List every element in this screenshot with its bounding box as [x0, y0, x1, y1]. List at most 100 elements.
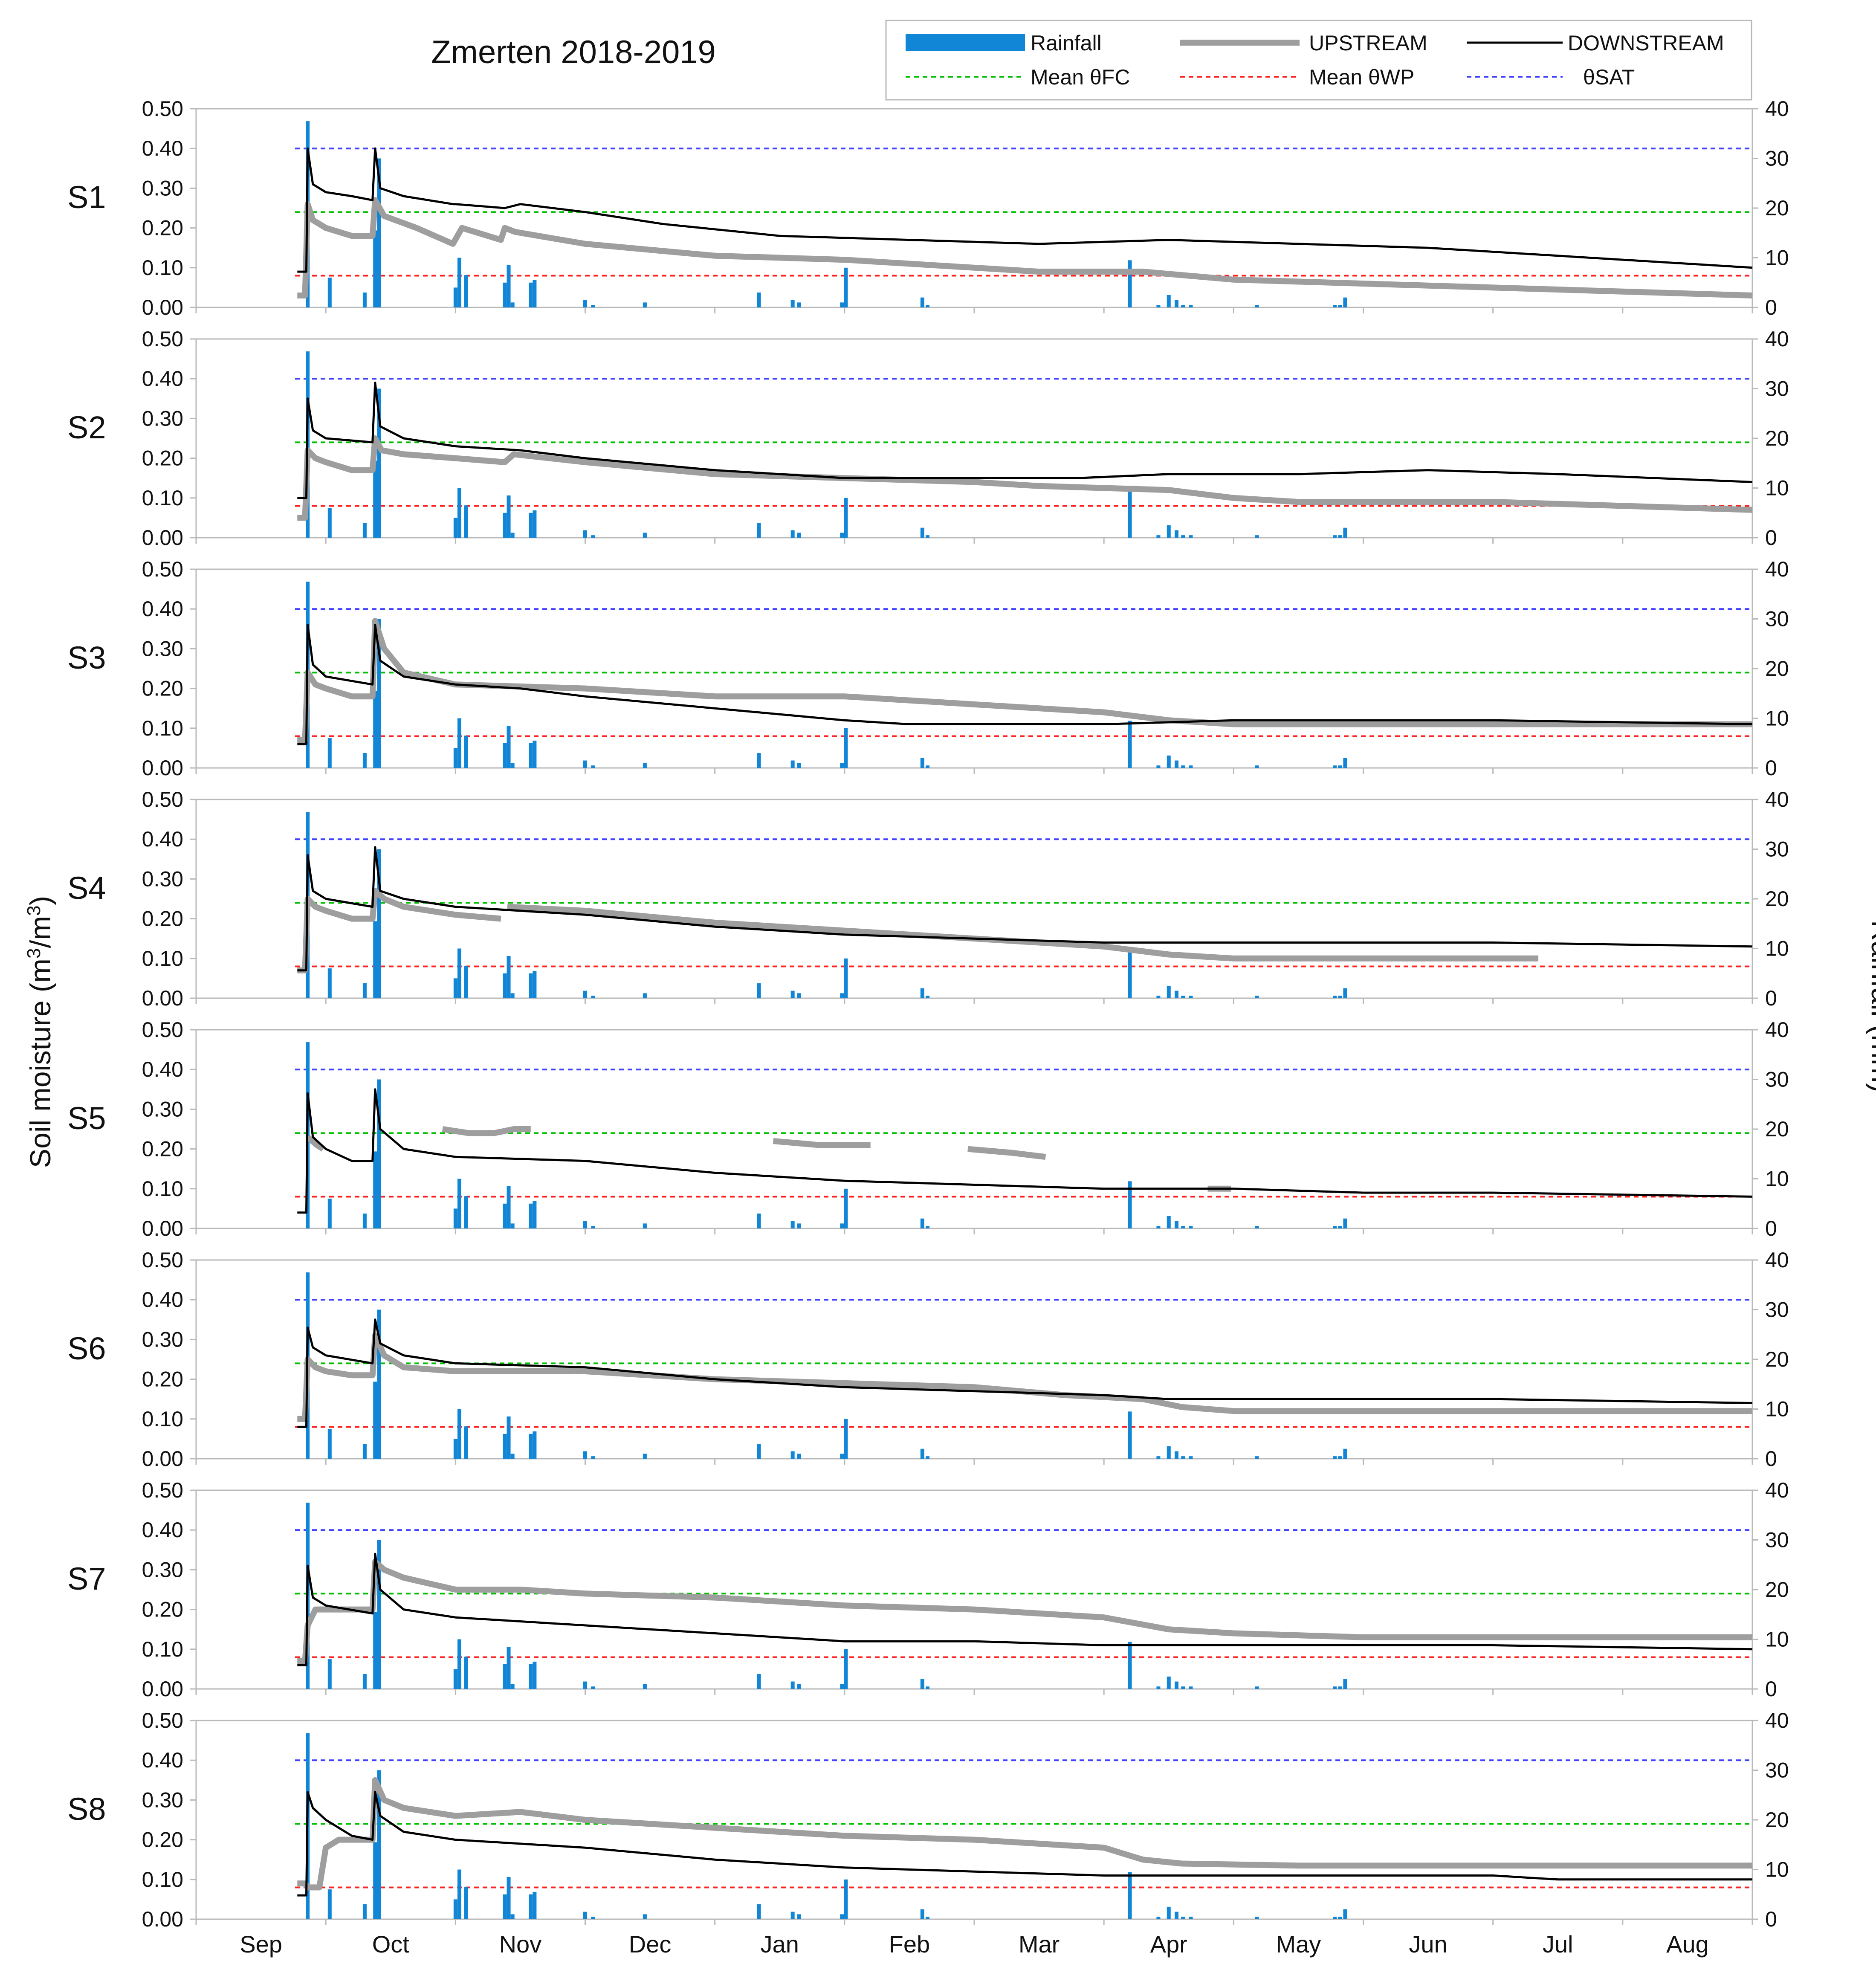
y-tick-label: 0.50 [142, 1018, 183, 1042]
y-tick-label: 0.50 [142, 97, 183, 121]
rainfall-bar [1189, 1686, 1193, 1689]
rainfall-bar [453, 748, 457, 768]
y-tick-label: 0.50 [142, 788, 183, 811]
rainfall-bar [373, 691, 377, 768]
rainfall-bar [1333, 1917, 1337, 1919]
rainfall-bar [529, 282, 533, 307]
rainfall-bar [362, 983, 367, 998]
rainfall-bar [373, 1842, 377, 1919]
rainfall-bar [503, 1894, 507, 1919]
panel-frame [195, 338, 1753, 539]
rainfall-bar [1181, 305, 1185, 307]
rainfall-bar [529, 513, 533, 538]
rainfall-bar [377, 158, 381, 307]
rainfall-bar [1175, 300, 1178, 307]
rainfall-bar [510, 1454, 515, 1459]
y-axis-label-sup2: 3 [23, 905, 44, 915]
rainfall-bar [1255, 305, 1259, 307]
y2-tick-label: 40 [1765, 1018, 1789, 1042]
y2-tick-label: 20 [1765, 887, 1789, 911]
upstream-line [297, 197, 1753, 298]
upstream-line [967, 1146, 1046, 1160]
rainfall-bar [844, 1188, 848, 1228]
y2-tick-label: 10 [1765, 246, 1789, 270]
y2-tick-label: 20 [1765, 1117, 1789, 1141]
rainfall-bar [529, 743, 533, 768]
y-tick-label: 0.30 [142, 1788, 183, 1812]
rainfall-bar [797, 763, 801, 768]
month-label-oct: Oct [372, 1931, 410, 1958]
rainfall-bar [790, 530, 795, 538]
panel-s7: 0.50 0.40 0.30 0.20 0.10 0.00 40 30 20 10 0 S7 [67, 1478, 1789, 1701]
panel-label-s8: S8 [67, 1791, 106, 1827]
rainfall-bar [840, 1914, 844, 1919]
rainfall-bar [757, 1444, 761, 1459]
y-tick-label: 0.00 [142, 986, 183, 1010]
rainfall-bar [643, 993, 647, 998]
rainfall-bar [377, 388, 381, 538]
y-tick-label: 0.00 [142, 1677, 183, 1701]
rainfall-bar [327, 508, 332, 538]
rainfall-bar [844, 1649, 848, 1689]
rainfall-bar [1181, 1686, 1185, 1689]
panel-s5: 0.50 0.40 0.30 0.20 0.10 0.00 40 30 20 10 0 S5 [67, 1018, 1789, 1240]
legend-label: θSAT [1583, 65, 1635, 89]
rainfall-bar [1156, 1226, 1161, 1228]
legend-label: Mean θWP [1309, 65, 1414, 89]
rainfall-bar [464, 1887, 468, 1919]
y-axis-label-slash: /m [24, 916, 57, 948]
rainfall-bar [503, 282, 507, 307]
rainfall-bar [1167, 985, 1171, 998]
y-tick-label: 0.50 [142, 1709, 183, 1732]
rainfall-bar [510, 1684, 515, 1689]
rainfall-bar [591, 1686, 595, 1689]
y-tick-label: 0.50 [142, 1478, 183, 1502]
rainfall-bar [1255, 996, 1259, 998]
rainfall-bar [362, 1444, 367, 1459]
legend-entry-0: Rainfall [906, 31, 1102, 55]
month-label-jan: Jan [761, 1931, 799, 1958]
rainfall-bar [1181, 765, 1185, 768]
legend-entry-5: θSAT [1467, 65, 1635, 89]
y-tick-label: 0.00 [142, 295, 183, 319]
rainfall-bar [1128, 260, 1132, 307]
rainfall-bar [1167, 295, 1171, 307]
y-tick-label: 0.10 [142, 1868, 183, 1891]
rainfall-bar [529, 1664, 533, 1689]
rainfall-bar [926, 305, 929, 307]
rainfall-bar [1175, 991, 1178, 998]
upstream-line [507, 904, 1539, 962]
rainfall-bar [926, 535, 929, 538]
panel-label-s2: S2 [67, 410, 106, 445]
rainfall-bar [920, 988, 924, 998]
rainfall-bar [920, 1909, 924, 1919]
rainfall-bar [1343, 758, 1347, 768]
panel-s1: 0.50 0.40 0.30 0.20 0.10 0.00 40 30 20 10 0 S1 [67, 97, 1789, 319]
upstream-line [297, 1777, 1752, 1891]
rainfall-bar [1175, 1221, 1178, 1228]
rainfall-bar [1128, 951, 1132, 998]
rainfall-bar [507, 1186, 511, 1228]
rainfall-bar [529, 1894, 533, 1919]
rainfall-bar [643, 1454, 647, 1459]
panel-s2: 0.50 0.40 0.30 0.20 0.10 0.00 40 30 20 10 0 S2 [67, 327, 1789, 550]
y-tick-label: 0.30 [142, 867, 183, 891]
downstream-line [297, 147, 1753, 273]
y2-tick-label: 0 [1765, 526, 1777, 550]
rainfall-bar [1156, 765, 1161, 768]
rainfall-bar [920, 1448, 924, 1459]
y-tick-label: 0.20 [142, 677, 183, 701]
rainfall-bar [844, 958, 848, 998]
rainfall-bar [583, 1221, 587, 1228]
y-tick-label: 0.20 [142, 1137, 183, 1161]
rainfall-bar [790, 1451, 795, 1459]
rainfall-bar [1167, 525, 1171, 538]
month-label-aug: Aug [1666, 1931, 1709, 1958]
y2-tick-label: 40 [1765, 557, 1789, 581]
rainfall-bar [457, 1179, 461, 1228]
y-tick-label: 0.20 [142, 907, 183, 931]
rainfall-bar [529, 1203, 533, 1228]
y2-tick-label: 0 [1765, 1677, 1777, 1701]
rainfall-bar [840, 533, 844, 538]
